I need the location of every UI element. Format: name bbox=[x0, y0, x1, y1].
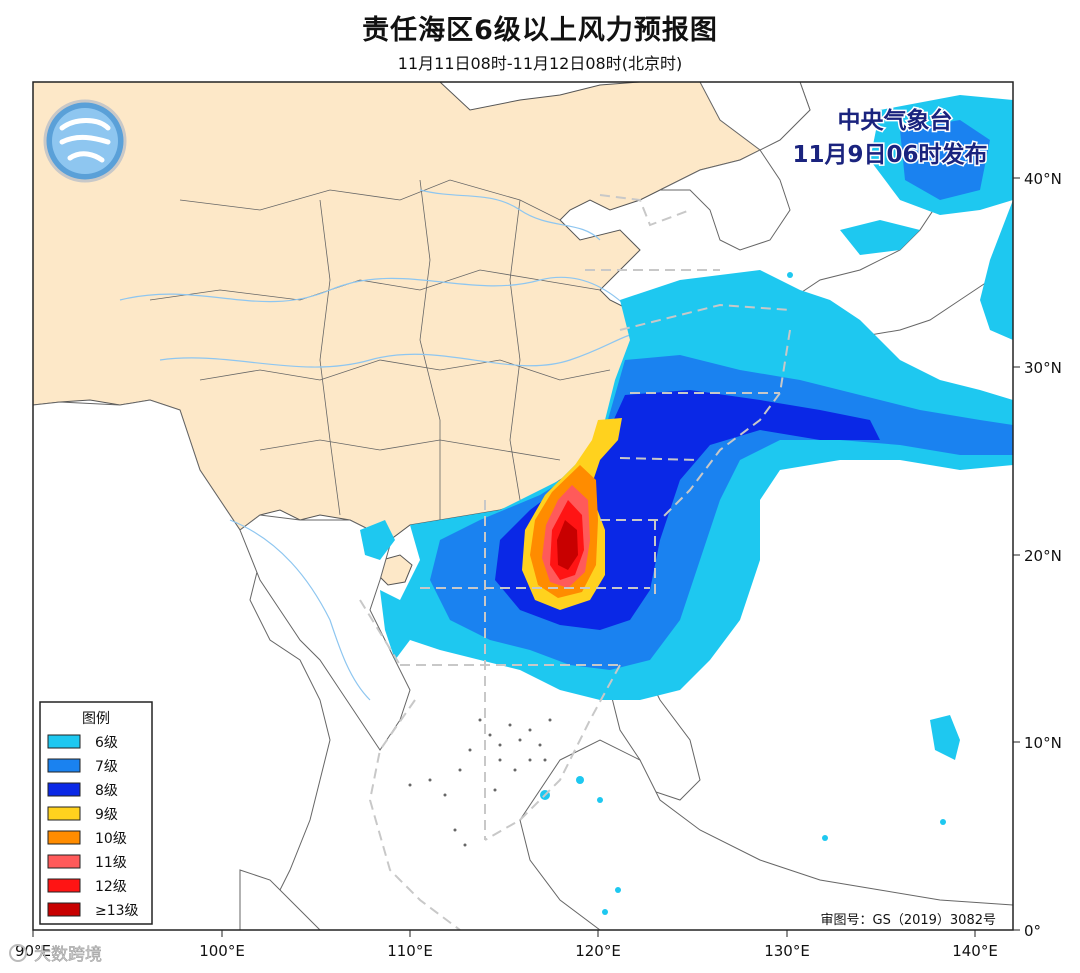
legend-swatch-3 bbox=[47, 806, 81, 821]
map-subtitle: 11月11日08时-11月12日08时(北京时) bbox=[397, 54, 683, 73]
lon-label-100e: 100°E bbox=[199, 942, 245, 960]
wind-level-13-plus bbox=[557, 520, 578, 570]
map-frame bbox=[32, 81, 1014, 931]
lat-label-20n: 20°N bbox=[1024, 547, 1062, 565]
watermark: 大数跨境 bbox=[9, 944, 102, 965]
legend-swatch-0 bbox=[47, 734, 81, 749]
map-title: 责任海区6级以上风力预报图 bbox=[362, 15, 718, 46]
legend-label-3: 9级 bbox=[95, 807, 118, 823]
legend: 图例 6级 7级 8级 9级 10级 11级 12级 ≥13级 bbox=[39, 701, 153, 925]
legend-label-4: 10级 bbox=[95, 831, 127, 847]
legend-swatch-7 bbox=[47, 902, 81, 917]
legend-swatch-6 bbox=[47, 878, 81, 893]
latitude-axis: 0° 10°N 20°N 30°N 40°N bbox=[1013, 170, 1062, 940]
responsibility-boundaries bbox=[359, 194, 791, 930]
watermark-text: 大数跨境 bbox=[34, 945, 102, 965]
legend-swatch-2 bbox=[47, 782, 81, 797]
lon-label-110e: 110°E bbox=[387, 942, 433, 960]
issuer-time: 11月9日06时发布 bbox=[792, 141, 987, 168]
lat-label-10n: 10°N bbox=[1024, 734, 1062, 752]
approval-number: 审图号：GS（2019）3082号 bbox=[821, 913, 997, 928]
legend-title: 图例 bbox=[82, 711, 110, 727]
lon-label-130e: 130°E bbox=[764, 942, 810, 960]
legend-label-1: 7级 bbox=[95, 759, 118, 775]
legend-label-0: 6级 bbox=[95, 735, 118, 751]
lon-label-140e: 140°E bbox=[952, 942, 998, 960]
longitude-axis: 90°E 100°E 110°E 120°E 130°E 140°E bbox=[15, 930, 998, 960]
rivers bbox=[119, 189, 631, 701]
legend-label-7: ≥13级 bbox=[95, 903, 139, 919]
lon-label-120e: 120°E bbox=[575, 942, 621, 960]
legend-label-2: 8级 bbox=[95, 783, 118, 799]
cma-logo bbox=[43, 99, 127, 183]
lat-label-0: 0° bbox=[1024, 922, 1041, 940]
legend-label-5: 11级 bbox=[95, 855, 127, 871]
south-china-sea-islands bbox=[408, 718, 552, 847]
lat-label-30n: 30°N bbox=[1024, 359, 1062, 377]
legend-swatch-5 bbox=[47, 854, 81, 869]
legend-swatch-4 bbox=[47, 830, 81, 845]
province-borders bbox=[149, 179, 611, 520]
legend-label-6: 12级 bbox=[95, 879, 127, 895]
issuer-name: 中央气象台 bbox=[838, 107, 953, 134]
legend-swatch-1 bbox=[47, 758, 81, 773]
lat-label-40n: 40°N bbox=[1024, 170, 1062, 188]
